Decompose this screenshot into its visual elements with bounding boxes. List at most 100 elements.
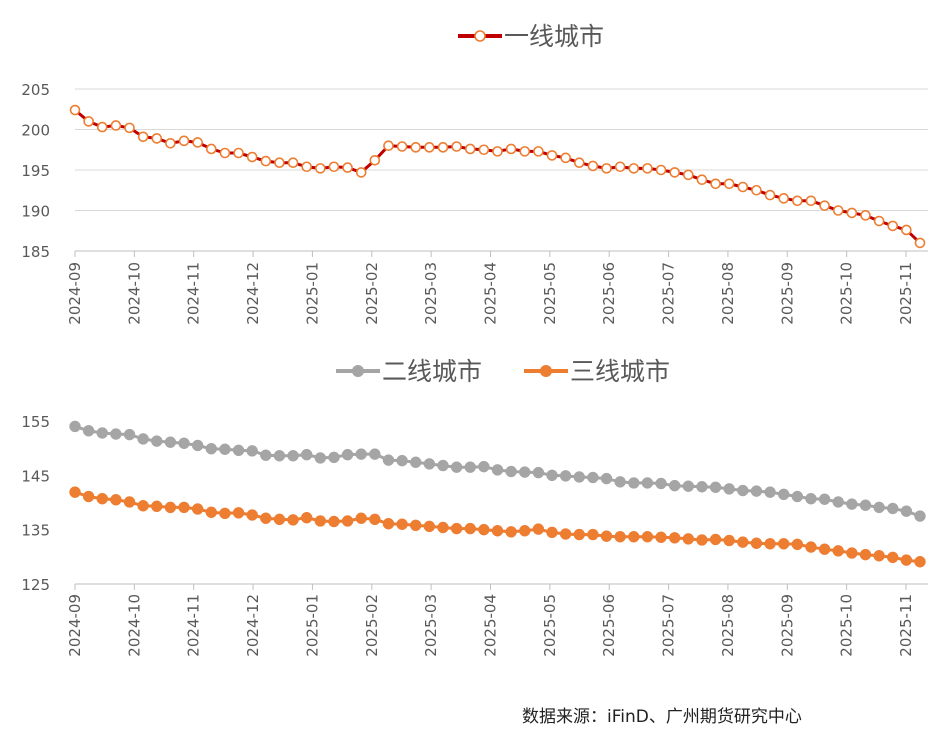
data-point <box>696 480 708 493</box>
data-point <box>573 157 585 169</box>
data-point <box>423 458 436 470</box>
data-point <box>573 528 586 541</box>
data-point <box>437 142 449 153</box>
data-point <box>369 154 381 166</box>
data-point <box>805 541 817 553</box>
data-point <box>464 522 476 535</box>
data-point <box>723 178 735 190</box>
x-tick-label: 2024-11 <box>185 594 203 657</box>
data-point <box>873 215 885 227</box>
x-tick-label: 2025-10 <box>838 594 856 657</box>
legend-swatch-marker <box>540 365 552 377</box>
data-point <box>328 161 340 173</box>
data-point <box>778 193 790 204</box>
data-point <box>246 509 258 521</box>
legend-swatch-marker <box>352 365 364 377</box>
data-point <box>560 152 571 164</box>
chart-panel-1: 205 200 195 190 185 2024-09 2024-10 2024-11 2024… <box>21 22 928 325</box>
data-point <box>682 533 695 545</box>
legend-item-1: 二线城市 <box>336 357 482 386</box>
data-point <box>723 483 735 495</box>
data-point <box>69 104 81 116</box>
y-tick-label: 155 <box>21 413 50 431</box>
data-point <box>205 442 218 455</box>
data-point <box>273 513 286 526</box>
x-tick-label: 2024-11 <box>185 262 203 325</box>
data-point <box>641 530 654 543</box>
x-tick-label: 2025-09 <box>778 594 796 657</box>
data-point <box>328 515 340 528</box>
data-point <box>260 155 272 167</box>
data-point <box>600 472 613 485</box>
data-point <box>355 448 367 460</box>
y-tick-label: 125 <box>21 576 50 594</box>
data-point <box>396 454 408 467</box>
data-point <box>696 174 708 186</box>
data-point <box>382 517 395 530</box>
data-point <box>519 525 531 537</box>
data-point <box>273 450 286 462</box>
data-point <box>764 189 776 201</box>
data-point <box>887 220 899 232</box>
data-point <box>818 543 831 555</box>
data-point <box>519 466 531 478</box>
data-point <box>396 518 408 530</box>
data-point <box>900 505 913 517</box>
data-point <box>260 449 272 461</box>
data-point <box>710 178 721 190</box>
data-point <box>478 460 490 473</box>
data-point <box>628 477 640 489</box>
data-point <box>300 511 313 524</box>
data-point <box>151 500 163 513</box>
data-point <box>478 523 490 536</box>
data-point <box>369 448 381 460</box>
data-point <box>751 184 762 196</box>
data-point <box>341 448 354 461</box>
data-point <box>669 167 680 178</box>
data-point <box>642 163 653 174</box>
y-tick-label: 185 <box>21 243 50 261</box>
data-point <box>777 488 790 501</box>
data-point <box>587 471 599 484</box>
data-point <box>709 481 722 494</box>
data-point <box>165 137 176 149</box>
data-point <box>546 150 558 161</box>
legend-label: 三线城市 <box>570 357 670 386</box>
y-tick-label: 200 <box>21 122 50 140</box>
data-point <box>260 512 272 525</box>
data-point <box>110 428 122 440</box>
data-point <box>450 461 463 473</box>
data-point <box>96 427 109 439</box>
data-point <box>355 512 367 525</box>
data-point <box>341 515 354 527</box>
data-point <box>178 437 190 450</box>
x-tick-label: 2024-10 <box>125 594 143 657</box>
x-tick-label: 2025-03 <box>422 262 440 325</box>
data-point <box>886 502 899 515</box>
series-1 <box>69 420 926 522</box>
x-tick-label: 2025-05 <box>541 594 559 657</box>
data-point <box>683 169 694 181</box>
data-point <box>791 538 804 551</box>
data-point <box>818 493 831 505</box>
data-point <box>191 439 204 452</box>
data-point <box>123 496 136 508</box>
data-point <box>450 522 463 535</box>
x-tick-label: 2025-10 <box>838 262 856 325</box>
x-tick-label: 2025-11 <box>897 262 915 325</box>
data-point <box>777 538 790 550</box>
data-point <box>233 147 244 159</box>
data-point <box>750 537 763 549</box>
chart-panel-2: 155 145 135 125 2024-09 2024-10 2024-11 2024-12… <box>21 357 928 657</box>
y-tick-label: 135 <box>21 522 50 540</box>
data-point <box>628 530 640 543</box>
data-point <box>300 448 313 461</box>
data-point <box>287 514 299 526</box>
data-point <box>587 160 599 172</box>
data-point <box>491 525 504 537</box>
data-point <box>123 428 136 441</box>
data-point <box>505 465 517 478</box>
data-point <box>873 549 885 562</box>
x-tick-label: 2025-02 <box>363 262 381 325</box>
data-point <box>110 120 122 131</box>
